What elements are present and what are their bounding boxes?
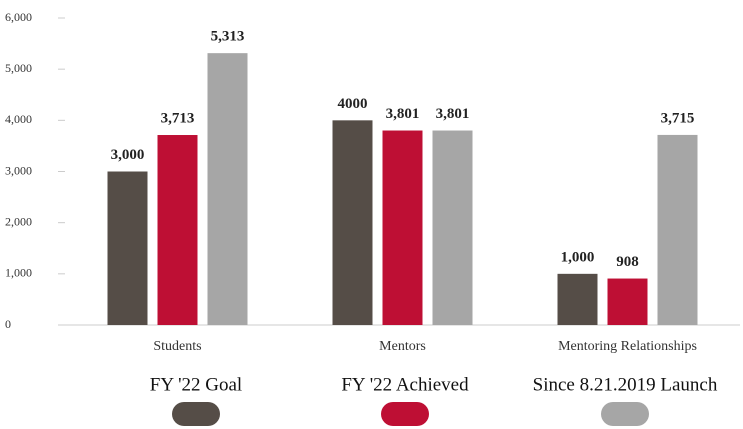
data-label: 908: [616, 254, 639, 270]
legend-swatch: [601, 402, 649, 426]
y-tick-label: 1,000: [5, 266, 32, 280]
legend-label: FY '22 Goal: [150, 374, 242, 395]
bar: [607, 278, 648, 325]
data-label: 1,000: [561, 249, 595, 265]
y-tick-label: 0: [5, 317, 11, 331]
bar: [557, 273, 598, 325]
y-tick-label: 2,000: [5, 214, 32, 228]
y-tick-label: 5,000: [5, 61, 32, 75]
bar: [332, 120, 373, 325]
data-label: 5,313: [211, 29, 245, 45]
data-label: 4000: [338, 96, 368, 112]
bar: [157, 135, 198, 325]
x-tick-label: Students: [153, 339, 201, 354]
data-label: 3,801: [386, 106, 420, 122]
legend-label: FY '22 Achieved: [341, 374, 469, 395]
bar: [107, 171, 148, 325]
bar: [657, 134, 698, 325]
bar: [432, 130, 473, 325]
x-tick-label: Mentoring Relationships: [558, 339, 697, 354]
y-tick-label: 6,000: [5, 10, 32, 24]
data-label: 3,801: [436, 106, 470, 122]
bar: [382, 130, 423, 325]
legend-swatch: [381, 402, 429, 426]
y-tick-label: 4,000: [5, 112, 32, 126]
y-tick-label: 3,000: [5, 163, 32, 177]
x-tick-label: Mentors: [379, 339, 426, 354]
data-label: 3,713: [161, 110, 195, 126]
legend-swatch: [172, 402, 220, 426]
legend-label: Since 8.21.2019 Launch: [533, 374, 718, 395]
data-label: 3,000: [111, 147, 145, 163]
data-label: 3,715: [661, 110, 695, 126]
bar: [207, 53, 248, 326]
